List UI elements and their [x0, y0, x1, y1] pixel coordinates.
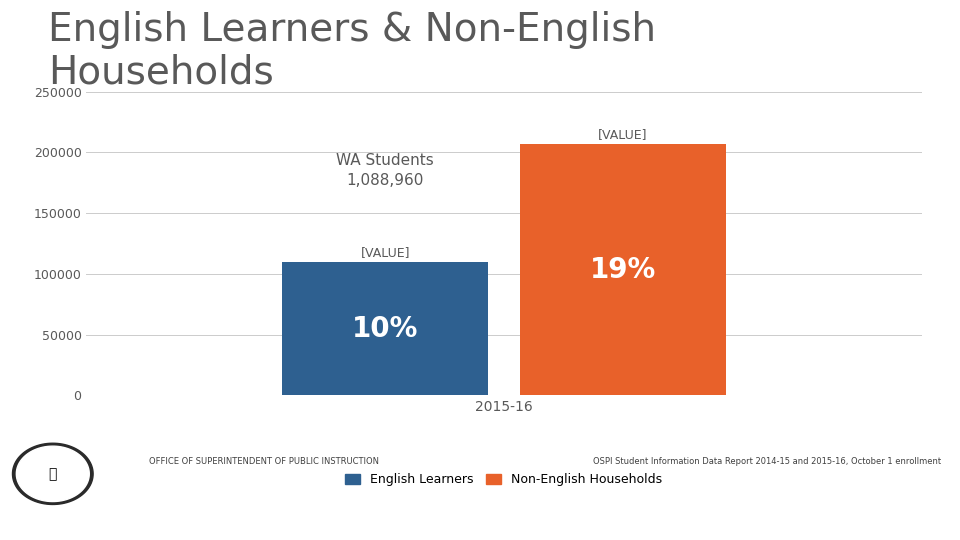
Bar [282, 262, 488, 395]
Text: 🏛: 🏛 [49, 467, 57, 481]
Polygon shape [12, 443, 93, 504]
Text: 11: 11 [928, 512, 941, 523]
Text: 10%: 10% [352, 314, 419, 342]
Text: [VALUE]: [VALUE] [360, 246, 410, 259]
Text: 3/3/2021: 3/3/2021 [149, 512, 192, 523]
Text: [VALUE]: [VALUE] [598, 128, 648, 141]
Bar [520, 144, 726, 395]
Text: 19%: 19% [589, 255, 656, 284]
Legend: English Learners, Non-English Households: English Learners, Non-English Households [341, 468, 667, 491]
Text: WA Students
1,088,960: WA Students 1,088,960 [336, 153, 434, 188]
Polygon shape [16, 446, 89, 502]
Text: OFFICE OF SUPERINTENDENT OF PUBLIC INSTRUCTION: OFFICE OF SUPERINTENDENT OF PUBLIC INSTR… [149, 457, 379, 466]
Text: OSPI Student Information Data Report 2014-15 and 2015-16, October 1 enrollment: OSPI Student Information Data Report 201… [592, 457, 941, 466]
Text: English Learners & Non-English
Households: English Learners & Non-English Household… [48, 11, 656, 91]
